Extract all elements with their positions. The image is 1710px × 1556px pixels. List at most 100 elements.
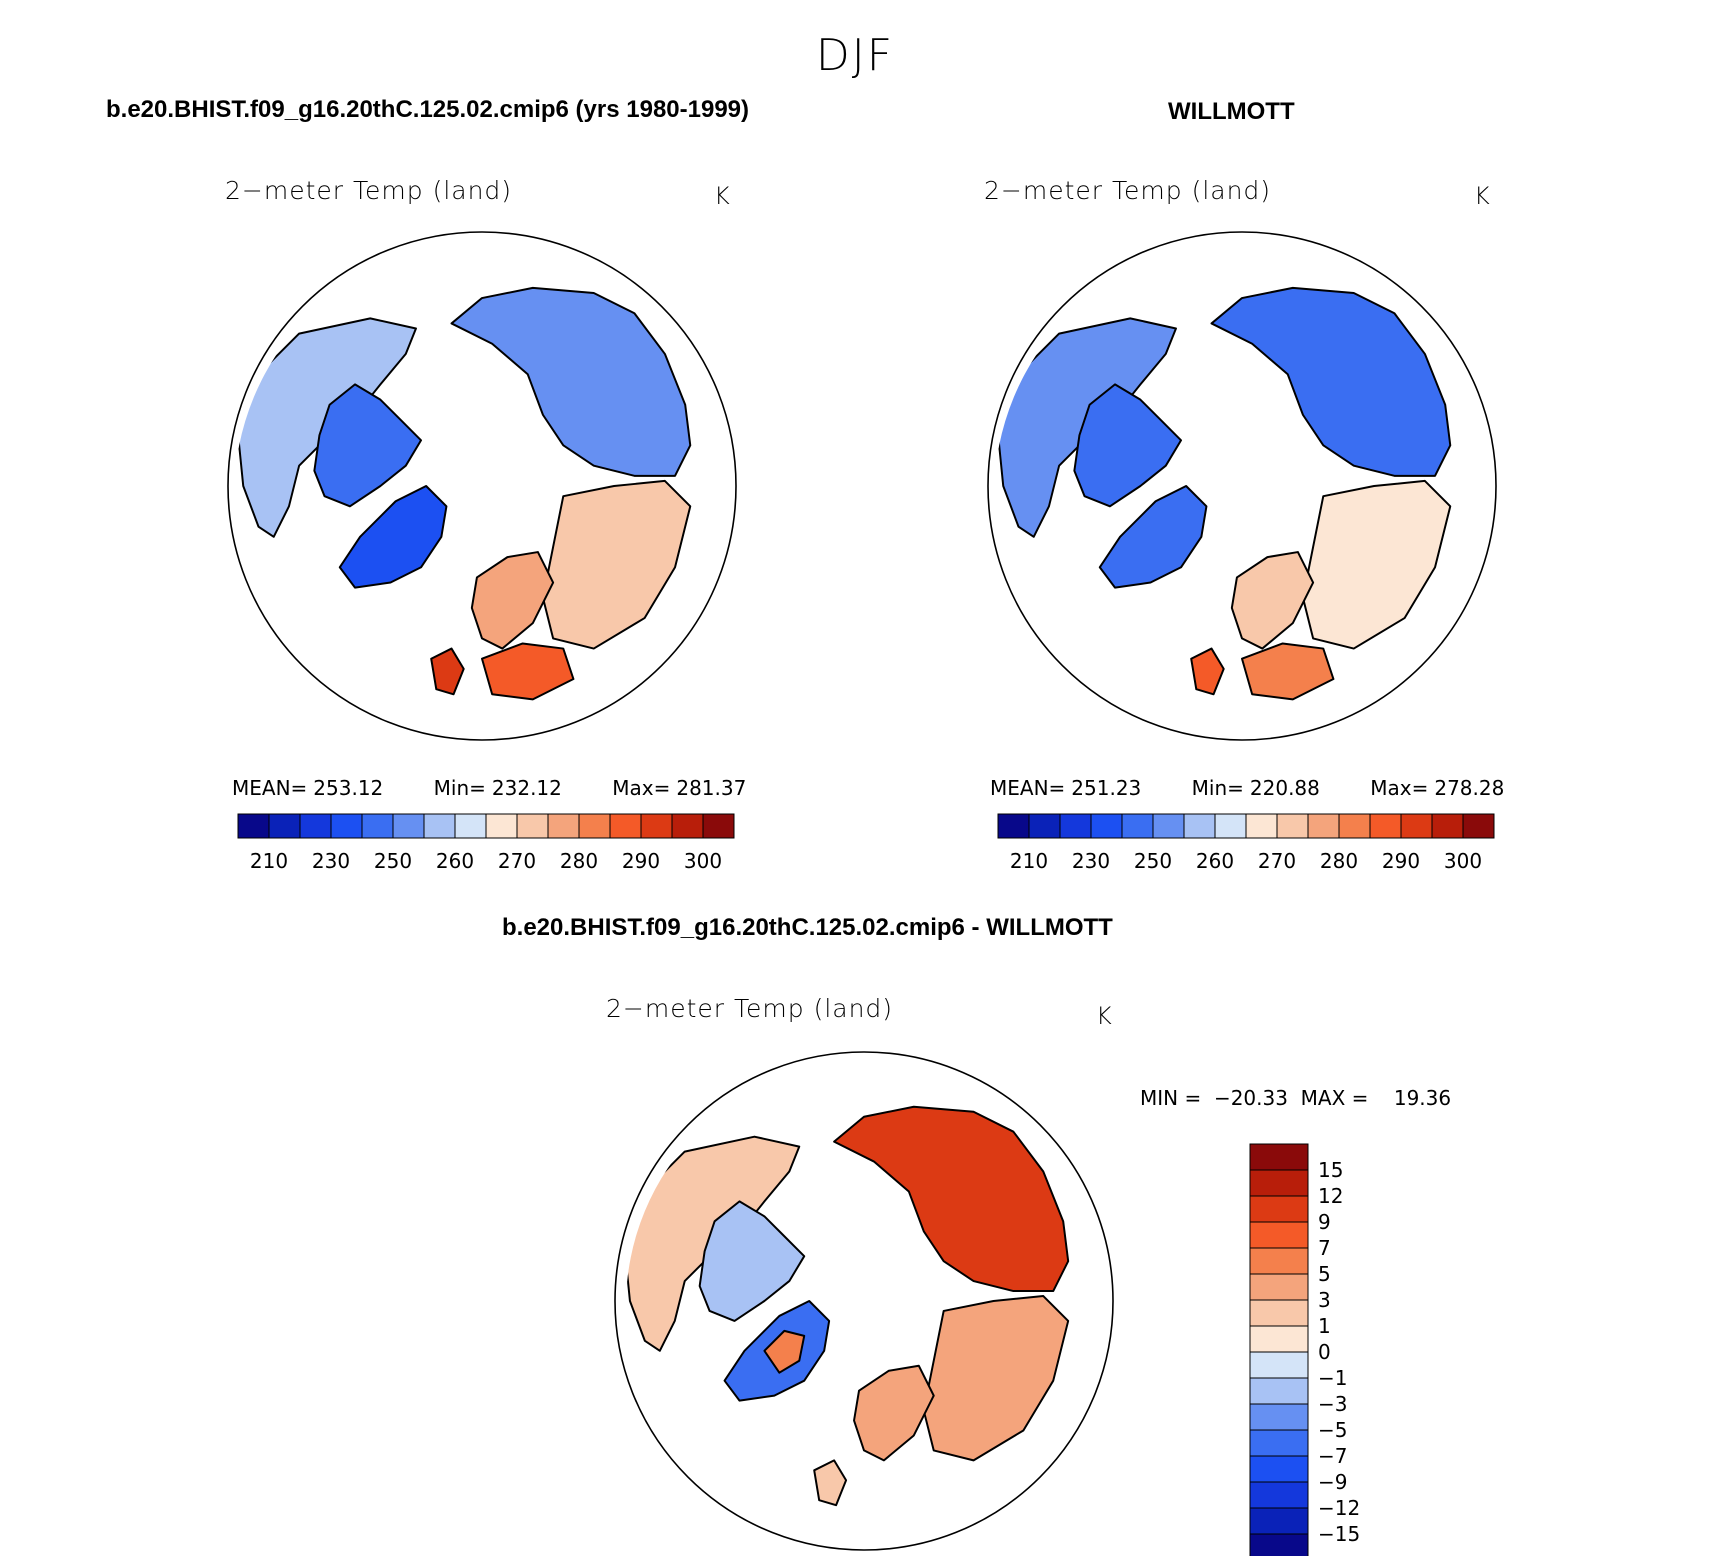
diff-colorbar-tick: 5	[1318, 1262, 1331, 1286]
model-region-siberia	[450, 286, 692, 477]
obs-stats: MEAN= 251.23 Min= 220.88 Max= 278.28	[990, 776, 1548, 800]
model-colorbar-box	[547, 813, 580, 839]
model-max-label: Max=	[612, 776, 671, 800]
model-panel-title: 2−meter Temp (land)	[225, 176, 513, 205]
model-min-value: 232.12	[491, 776, 562, 800]
model-colorbar-box	[423, 813, 456, 839]
obs-colorbar-box	[1090, 813, 1123, 839]
model-colorbar-tick: 290	[622, 849, 660, 873]
diff-colorbar-box	[1249, 1507, 1309, 1535]
diff-colorbar-tick: −9	[1318, 1470, 1347, 1494]
model-colorbar-tick: 250	[374, 849, 412, 873]
model-colorbar-box	[485, 813, 518, 839]
model-region-greenland	[338, 485, 448, 589]
model-colorbar-box	[330, 813, 363, 839]
model-colorbar-box	[640, 813, 673, 839]
diff-colorbar-tick: 15	[1318, 1158, 1343, 1182]
obs-max-label: Max=	[1370, 776, 1429, 800]
obs-region-siberia	[1210, 286, 1452, 477]
obs-colorbar-box	[1214, 813, 1247, 839]
model-stats: MEAN= 253.12 Min= 232.12 Max= 281.37	[232, 776, 790, 800]
obs-colorbar-box	[1307, 813, 1340, 839]
season-title: DJF	[815, 30, 895, 81]
diff-colorbar-box	[1249, 1455, 1309, 1483]
diff-map-border	[614, 1051, 1114, 1551]
obs-colorbar-tick: 260	[1196, 849, 1234, 873]
diff-colorbar-box	[1249, 1403, 1309, 1431]
obs-region-scandinavia	[1230, 551, 1315, 650]
obs-mean-label: MEAN=	[990, 776, 1066, 800]
diff-colorbar-tick: −7	[1318, 1444, 1347, 1468]
diff-colorbar-box	[1249, 1299, 1309, 1327]
diff-colorbar-tick: 7	[1318, 1236, 1331, 1260]
diff-region-siberia	[833, 1105, 1070, 1293]
model-colorbar-box	[516, 813, 549, 839]
model-colorbar-box	[671, 813, 704, 839]
model-max-value: 281.37	[676, 776, 747, 800]
diff-minmax: MIN = −20.33 MAX = 19.36	[1140, 1086, 1452, 1110]
diff-colorbar-box	[1249, 1325, 1309, 1353]
model-colorbar-tick: 230	[312, 849, 350, 873]
model-units-label: K	[714, 182, 730, 210]
diff-colorbar-tick: −1	[1318, 1366, 1347, 1390]
obs-colorbar-box	[1028, 813, 1061, 839]
diff-colorbar-tick: 3	[1318, 1288, 1331, 1312]
obs-panel-title: 2−meter Temp (land)	[984, 176, 1272, 205]
diff-colorbar-box	[1249, 1143, 1309, 1171]
model-colorbar-box	[578, 813, 611, 839]
model-colorbar: 210 230 250 260 270 280 290 300	[237, 813, 735, 873]
model-colorbar-box	[609, 813, 642, 839]
obs-colorbar-box	[1152, 813, 1185, 839]
diff-colorbar-tick: 0	[1318, 1340, 1331, 1364]
model-colorbar-box	[299, 813, 332, 839]
obs-region-greenland	[1098, 485, 1208, 589]
obs-colorbar-box	[1121, 813, 1154, 839]
model-colorbar-box	[392, 813, 425, 839]
diff-colorbar-box	[1249, 1351, 1309, 1379]
diff-case-title: b.e20.BHIST.f09_g16.20thC.125.02.cmip6 -…	[502, 914, 1113, 941]
model-colorbar-box	[454, 813, 487, 839]
diff-colorbar-box	[1249, 1195, 1309, 1223]
diff-colorbar-box	[1249, 1533, 1309, 1556]
obs-colorbar-tick: 290	[1382, 849, 1420, 873]
diff-region-british-isles	[813, 1459, 848, 1507]
model-colorbar-tick: 210	[250, 849, 288, 873]
model-region-canadian-archipelago	[313, 383, 423, 508]
diff-region-scandinavia	[853, 1364, 935, 1462]
diff-colorbar-tick: 1	[1318, 1314, 1331, 1338]
diff-colorbar-box	[1249, 1377, 1309, 1405]
obs-colorbar-tick: 250	[1134, 849, 1172, 873]
obs-region-western-europe	[1241, 642, 1335, 701]
model-colorbar-box	[702, 813, 735, 839]
model-mean-label: MEAN=	[232, 776, 308, 800]
diff-colorbar-box	[1249, 1481, 1309, 1509]
diff-colorbar-box	[1249, 1273, 1309, 1301]
obs-max-value: 278.28	[1434, 776, 1505, 800]
obs-region-canadian-archipelago	[1073, 383, 1183, 508]
diff-colorbar-tick: −12	[1318, 1496, 1360, 1520]
model-colorbar-box	[237, 813, 270, 839]
obs-colorbar: 210 230 250 260 270 280 290 300	[997, 813, 1495, 873]
diff-colorbar-box	[1249, 1169, 1309, 1197]
obs-colorbar-tick: 210	[1010, 849, 1048, 873]
model-colorbar-tick: 300	[684, 849, 722, 873]
diff-colorbar-tick: −3	[1318, 1392, 1347, 1416]
diff-region-canadian-archipelago	[698, 1200, 806, 1322]
obs-colorbar-box	[1462, 813, 1495, 839]
diff-colorbar-tick: −5	[1318, 1418, 1347, 1442]
obs-mean-value: 251.23	[1071, 776, 1142, 800]
diff-colorbar-box	[1249, 1221, 1309, 1249]
diff-colorbar-box	[1249, 1247, 1309, 1275]
model-colorbar-tick: 260	[436, 849, 474, 873]
obs-units-label: K	[1474, 182, 1490, 210]
model-region-british-isles	[430, 647, 465, 696]
diff-units-label: K	[1096, 1002, 1112, 1030]
obs-colorbar-tick: 230	[1072, 849, 1110, 873]
obs-colorbar-box	[1059, 813, 1092, 839]
model-region-scandinavia	[470, 551, 555, 650]
obs-colorbar-tick: 270	[1258, 849, 1296, 873]
model-case-title: b.e20.BHIST.f09_g16.20thC.125.02.cmip6 (…	[106, 96, 750, 123]
model-colorbar-box	[268, 813, 301, 839]
model-colorbar-box	[361, 813, 394, 839]
